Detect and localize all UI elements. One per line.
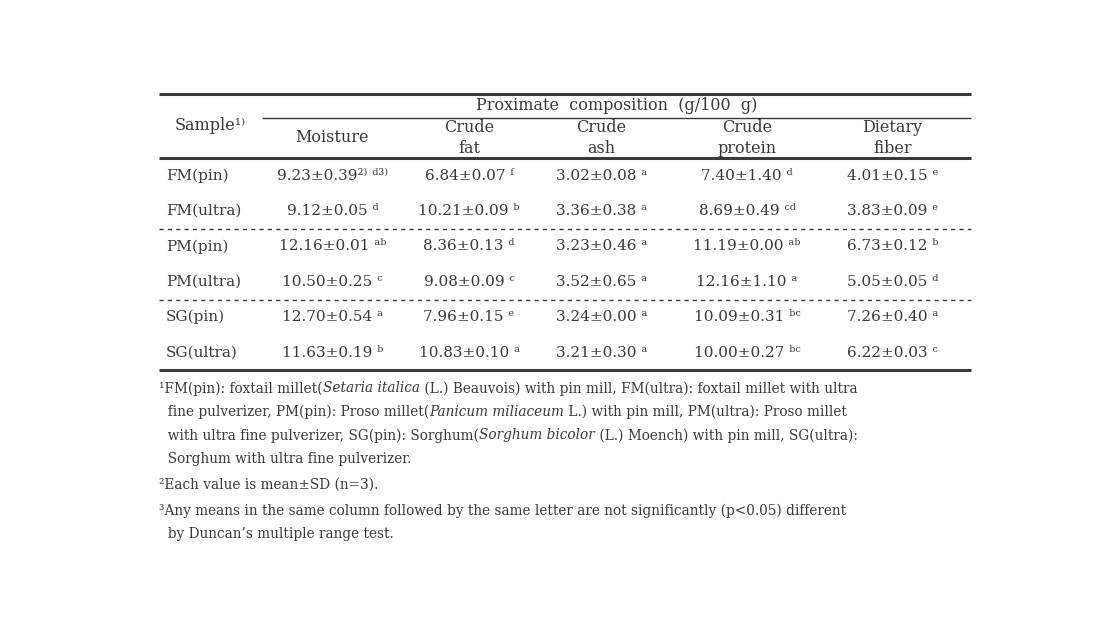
Text: ¹FM(pin): foxtail millet(: ¹FM(pin): foxtail millet( (159, 381, 323, 396)
Text: ³Any means in the same column followed by the same letter are not significantly : ³Any means in the same column followed b… (159, 504, 846, 518)
Text: ²Each value is mean±SD (n=3).: ²Each value is mean±SD (n=3). (159, 478, 378, 491)
Text: SG(ultra): SG(ultra) (167, 346, 238, 360)
Text: Dietary
fiber: Dietary fiber (863, 119, 922, 157)
Text: with ultra fine pulverizer, SG(pin): Sorghum(: with ultra fine pulverizer, SG(pin): Sor… (159, 429, 479, 443)
Text: 11.19±0.00 ᵃᵇ: 11.19±0.00 ᵃᵇ (693, 240, 801, 254)
Text: 3.21±0.30 ᵃ: 3.21±0.30 ᵃ (556, 346, 647, 360)
Text: 10.50±0.25 ᶜ: 10.50±0.25 ᶜ (282, 275, 383, 289)
Text: Proximate  composition  (g/100  g): Proximate composition (g/100 g) (475, 97, 758, 114)
Text: (L.) Moench) with pin mill, SG(ultra):: (L.) Moench) with pin mill, SG(ultra): (595, 429, 858, 443)
Text: fine pulverizer, PM(pin): Proso millet(: fine pulverizer, PM(pin): Proso millet( (159, 405, 429, 419)
Text: Sample¹⁾: Sample¹⁾ (175, 118, 246, 134)
Text: 8.69±0.49 ᶜᵈ: 8.69±0.49 ᶜᵈ (698, 204, 795, 218)
Text: Sorghum with ultra fine pulverizer.: Sorghum with ultra fine pulverizer. (159, 452, 411, 466)
Text: by Duncan’s multiple range test.: by Duncan’s multiple range test. (159, 527, 394, 541)
Text: 6.22±0.03 ᶜ: 6.22±0.03 ᶜ (847, 346, 938, 360)
Text: 3.36±0.38 ᵃ: 3.36±0.38 ᵃ (556, 204, 647, 218)
Text: FM(ultra): FM(ultra) (167, 204, 242, 218)
Text: Moisture: Moisture (296, 129, 370, 146)
Text: 12.70±0.54 ᵃ: 12.70±0.54 ᵃ (281, 311, 383, 324)
Text: 9.08±0.09 ᶜ: 9.08±0.09 ᶜ (424, 275, 514, 289)
Text: 9.23±0.39²⁾ ᵈ³⁾: 9.23±0.39²⁾ ᵈ³⁾ (277, 169, 388, 183)
Text: 6.73±0.12 ᵇ: 6.73±0.12 ᵇ (846, 240, 938, 254)
Text: 10.21±0.09 ᵇ: 10.21±0.09 ᵇ (418, 204, 520, 218)
Text: 12.16±0.01 ᵃᵇ: 12.16±0.01 ᵃᵇ (279, 240, 386, 254)
Text: 6.84±0.07 ᶠ: 6.84±0.07 ᶠ (425, 169, 514, 183)
Text: L.) with pin mill, PM(ultra): Proso millet: L.) with pin mill, PM(ultra): Proso mill… (565, 405, 847, 419)
Text: 12.16±1.10 ᵃ: 12.16±1.10 ᵃ (696, 275, 797, 289)
Text: PM(ultra): PM(ultra) (167, 275, 242, 289)
Text: 7.26±0.40 ᵃ: 7.26±0.40 ᵃ (846, 311, 938, 324)
Text: 3.24±0.00 ᵃ: 3.24±0.00 ᵃ (556, 311, 647, 324)
Text: 5.05±0.05 ᵈ: 5.05±0.05 ᵈ (847, 275, 938, 289)
Text: SG(pin): SG(pin) (167, 310, 225, 325)
Text: 11.63±0.19 ᵇ: 11.63±0.19 ᵇ (281, 346, 383, 360)
Text: Crude
protein: Crude protein (717, 119, 777, 157)
Text: 3.83±0.09 ᵉ: 3.83±0.09 ᵉ (847, 204, 938, 218)
Text: 10.00±0.27 ᵇᶜ: 10.00±0.27 ᵇᶜ (694, 346, 801, 360)
Text: (L.) Beauvois) with pin mill, FM(ultra): foxtail millet with ultra: (L.) Beauvois) with pin mill, FM(ultra):… (420, 381, 857, 396)
Text: FM(pin): FM(pin) (167, 169, 228, 183)
Text: 7.96±0.15 ᵉ: 7.96±0.15 ᵉ (424, 311, 515, 324)
Text: PM(pin): PM(pin) (167, 239, 228, 254)
Text: 9.12±0.05 ᵈ: 9.12±0.05 ᵈ (287, 204, 378, 218)
Text: 10.09±0.31 ᵇᶜ: 10.09±0.31 ᵇᶜ (694, 311, 801, 324)
Text: Setaria italica: Setaria italica (323, 381, 420, 396)
Text: 3.52±0.65 ᵃ: 3.52±0.65 ᵃ (556, 275, 647, 289)
Text: 10.83±0.10 ᵃ: 10.83±0.10 ᵃ (418, 346, 520, 360)
Text: Crude
ash: Crude ash (577, 119, 627, 157)
Text: 7.40±1.40 ᵈ: 7.40±1.40 ᵈ (702, 169, 793, 183)
Text: Panicum miliaceum: Panicum miliaceum (429, 405, 565, 419)
Text: 4.01±0.15 ᵉ: 4.01±0.15 ᵉ (846, 169, 938, 183)
Text: 8.36±0.13 ᵈ: 8.36±0.13 ᵈ (424, 240, 515, 254)
Text: 3.23±0.46 ᵃ: 3.23±0.46 ᵃ (556, 240, 647, 254)
Text: Sorghum bicolor: Sorghum bicolor (479, 429, 595, 442)
Text: Crude
fat: Crude fat (445, 119, 494, 157)
Text: 3.02±0.08 ᵃ: 3.02±0.08 ᵃ (556, 169, 647, 183)
